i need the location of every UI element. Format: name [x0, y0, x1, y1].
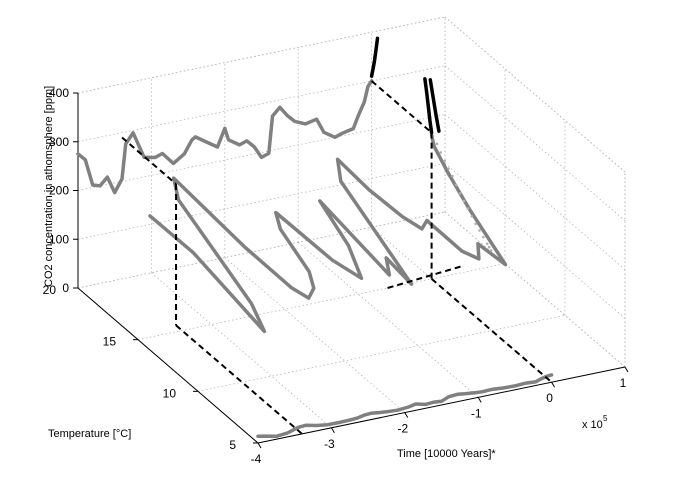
scatter-point — [489, 249, 493, 252]
scatter-point — [443, 159, 446, 163]
y-axis-label: Temperature [°C] — [48, 428, 131, 440]
z-tick-label: 400 — [49, 86, 69, 100]
floor-dashed-line — [387, 265, 463, 289]
dropline — [175, 324, 303, 435]
scatter-point — [482, 235, 485, 239]
backwall-grid-line-z — [77, 65, 446, 143]
backwall-grid-line-z — [77, 162, 446, 240]
x-multiplier-label: x 10 — [582, 419, 603, 431]
x-tick-mark — [404, 412, 409, 418]
z-tick-label: 300 — [49, 135, 69, 149]
series-layer — [76, 36, 554, 439]
x-tick-mark — [330, 427, 335, 434]
dropline — [121, 136, 177, 185]
series-line-co2-vs-temperature-trajectory — [148, 133, 508, 334]
y-tick-label: 5 — [229, 438, 236, 452]
scatter-point — [474, 222, 477, 226]
x-tick-label: -3 — [324, 437, 335, 451]
scatter-point — [435, 142, 439, 146]
box-edge — [444, 16, 626, 173]
floor-grid-line-x — [224, 257, 406, 413]
scatter-point — [447, 167, 450, 170]
sidewall-grid-line-z — [444, 162, 626, 319]
y-tick-label: 10 — [163, 386, 177, 400]
scatter-point — [487, 245, 491, 249]
scatter-point — [485, 242, 489, 246]
axes — [73, 92, 629, 449]
scatter-point — [466, 207, 470, 210]
scatter-point — [458, 192, 462, 195]
scatter-point — [439, 151, 443, 154]
x-tick-mark — [624, 366, 629, 373]
x-tick-label: -4 — [251, 452, 262, 466]
sidewall-grid-line-z — [444, 65, 626, 222]
dropline — [370, 80, 433, 134]
x-tick-mark — [257, 442, 262, 449]
y-tick-label: 20 — [43, 283, 57, 297]
series-line-recent-trajectory — [423, 77, 434, 135]
z-tick-label: 100 — [49, 232, 69, 246]
x-tick-label: 1 — [620, 376, 627, 390]
backwall-grid-line-z — [77, 211, 446, 289]
x-axis-line — [257, 366, 626, 444]
scatter-point — [451, 174, 454, 178]
scatter-point — [478, 229, 481, 232]
sidewall-grid-line-z — [444, 211, 626, 368]
z-tick-label: 200 — [49, 184, 69, 198]
scatter-point — [470, 214, 474, 218]
floor-grid-line-y — [137, 263, 506, 341]
scatter-point — [454, 183, 458, 187]
x-tick-label: 0 — [546, 391, 553, 405]
x-tick-label: -2 — [397, 422, 408, 436]
scatter-point — [462, 199, 466, 203]
x-tick-label: -1 — [471, 406, 482, 420]
y-axis-line — [77, 287, 259, 444]
floor-grid-line-y — [197, 314, 566, 392]
x-tick-mark — [477, 397, 482, 403]
x-tick-mark — [551, 381, 556, 388]
series-line-recent-co2-rise — [369, 36, 380, 78]
series-line-co2-vs-time — [76, 79, 374, 195]
series-line-recent-trajectory-2 — [428, 78, 441, 133]
series-line-temperature-vs-time — [256, 373, 554, 439]
box-edge — [77, 16, 446, 94]
z-axis-label: CO2 concentration in athomsphere [ppm] — [43, 86, 55, 287]
sidewall-grid-line-z — [444, 16, 626, 173]
x-axis-label: Time [10000 Years]* — [397, 448, 496, 460]
dropline-layer — [121, 80, 553, 435]
backwall-grid-line-z — [77, 114, 446, 191]
floor-grid-line-x — [444, 211, 626, 368]
x-multiplier-exponent: 5 — [603, 414, 608, 423]
z-tick-label: 0 — [62, 281, 69, 295]
sidewall-grid-line-z — [444, 114, 626, 270]
dropline — [430, 278, 553, 383]
y-tick-label: 15 — [103, 335, 117, 349]
